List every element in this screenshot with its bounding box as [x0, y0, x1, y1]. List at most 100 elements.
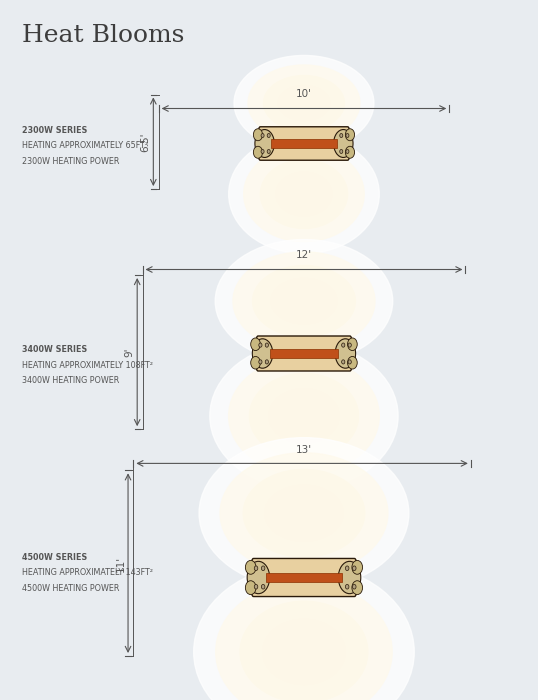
Ellipse shape	[285, 401, 323, 430]
Text: 3400W HEATING POWER: 3400W HEATING POWER	[22, 376, 119, 385]
Ellipse shape	[348, 356, 357, 369]
Circle shape	[261, 566, 265, 570]
Ellipse shape	[240, 601, 368, 700]
Circle shape	[267, 134, 270, 137]
Ellipse shape	[253, 129, 263, 141]
Ellipse shape	[251, 338, 260, 351]
Ellipse shape	[210, 342, 398, 489]
Circle shape	[345, 584, 349, 589]
Ellipse shape	[251, 356, 260, 369]
Circle shape	[340, 134, 343, 137]
Ellipse shape	[243, 470, 365, 557]
Ellipse shape	[245, 561, 256, 574]
Ellipse shape	[233, 252, 375, 351]
Text: 11': 11'	[116, 555, 126, 572]
Ellipse shape	[245, 581, 256, 594]
Circle shape	[259, 360, 262, 364]
Circle shape	[267, 150, 270, 153]
Circle shape	[342, 360, 345, 364]
Circle shape	[261, 150, 264, 153]
Ellipse shape	[352, 561, 363, 574]
Circle shape	[345, 566, 349, 570]
Ellipse shape	[255, 130, 274, 158]
Ellipse shape	[345, 129, 355, 141]
Ellipse shape	[249, 373, 358, 458]
Ellipse shape	[298, 99, 310, 107]
Ellipse shape	[275, 172, 332, 217]
Text: 3400W SERIES: 3400W SERIES	[22, 345, 87, 354]
Ellipse shape	[264, 484, 344, 542]
FancyBboxPatch shape	[257, 336, 351, 371]
Ellipse shape	[234, 55, 374, 150]
Ellipse shape	[199, 438, 409, 589]
Text: HEATING APPROXIMATELY 143FT²: HEATING APPROXIMATELY 143FT²	[22, 568, 152, 578]
Ellipse shape	[286, 289, 322, 314]
Ellipse shape	[294, 644, 314, 659]
Ellipse shape	[229, 134, 379, 253]
Circle shape	[340, 150, 343, 153]
Text: 10': 10'	[296, 90, 312, 99]
Ellipse shape	[295, 410, 313, 423]
Ellipse shape	[252, 265, 356, 337]
Text: 9': 9'	[124, 347, 134, 357]
Circle shape	[265, 343, 268, 347]
Ellipse shape	[335, 339, 356, 368]
Circle shape	[265, 360, 268, 364]
Circle shape	[254, 584, 258, 589]
Ellipse shape	[260, 160, 348, 229]
Circle shape	[261, 134, 264, 137]
Ellipse shape	[270, 278, 338, 325]
Ellipse shape	[216, 582, 392, 700]
Bar	[271, 139, 337, 148]
Text: Heat Blooms: Heat Blooms	[22, 25, 184, 48]
Ellipse shape	[248, 65, 360, 141]
Bar	[266, 573, 342, 582]
Ellipse shape	[283, 498, 325, 528]
Circle shape	[261, 584, 265, 589]
Text: HEATING APPROXIMATELY 65FT²: HEATING APPROXIMATELY 65FT²	[22, 141, 147, 150]
Circle shape	[348, 343, 351, 347]
Ellipse shape	[264, 76, 344, 131]
Ellipse shape	[296, 295, 312, 307]
Circle shape	[352, 566, 356, 570]
Ellipse shape	[215, 239, 393, 363]
Circle shape	[346, 150, 349, 153]
Ellipse shape	[345, 146, 355, 158]
Ellipse shape	[352, 581, 363, 594]
Ellipse shape	[194, 564, 414, 700]
Text: HEATING APPROXIMATELY 108FT²: HEATING APPROXIMATELY 108FT²	[22, 360, 152, 370]
Ellipse shape	[282, 634, 326, 669]
Circle shape	[346, 134, 349, 137]
Ellipse shape	[253, 146, 263, 158]
Ellipse shape	[220, 453, 388, 574]
Ellipse shape	[297, 189, 311, 199]
Circle shape	[352, 584, 356, 589]
Bar	[270, 349, 338, 358]
Ellipse shape	[290, 94, 318, 113]
Circle shape	[342, 343, 345, 347]
Text: 4500W SERIES: 4500W SERIES	[22, 553, 87, 562]
Text: 2300W SERIES: 2300W SERIES	[22, 126, 87, 135]
Ellipse shape	[262, 619, 346, 685]
Ellipse shape	[294, 506, 314, 520]
Circle shape	[259, 343, 262, 347]
FancyBboxPatch shape	[252, 559, 356, 596]
Text: 13': 13'	[296, 445, 312, 455]
Text: 2300W HEATING POWER: 2300W HEATING POWER	[22, 157, 119, 166]
Ellipse shape	[348, 338, 357, 351]
Ellipse shape	[278, 85, 330, 121]
Ellipse shape	[244, 146, 364, 241]
Circle shape	[348, 360, 351, 364]
Ellipse shape	[268, 388, 339, 444]
Text: 6.5': 6.5'	[140, 132, 150, 152]
Ellipse shape	[334, 130, 353, 158]
Ellipse shape	[229, 357, 379, 475]
FancyBboxPatch shape	[259, 127, 349, 160]
Ellipse shape	[289, 182, 319, 206]
Ellipse shape	[252, 339, 273, 368]
Text: 4500W HEATING POWER: 4500W HEATING POWER	[22, 584, 119, 593]
Text: 12': 12'	[296, 251, 312, 260]
Ellipse shape	[247, 561, 270, 594]
Circle shape	[254, 566, 258, 570]
Ellipse shape	[338, 561, 361, 594]
